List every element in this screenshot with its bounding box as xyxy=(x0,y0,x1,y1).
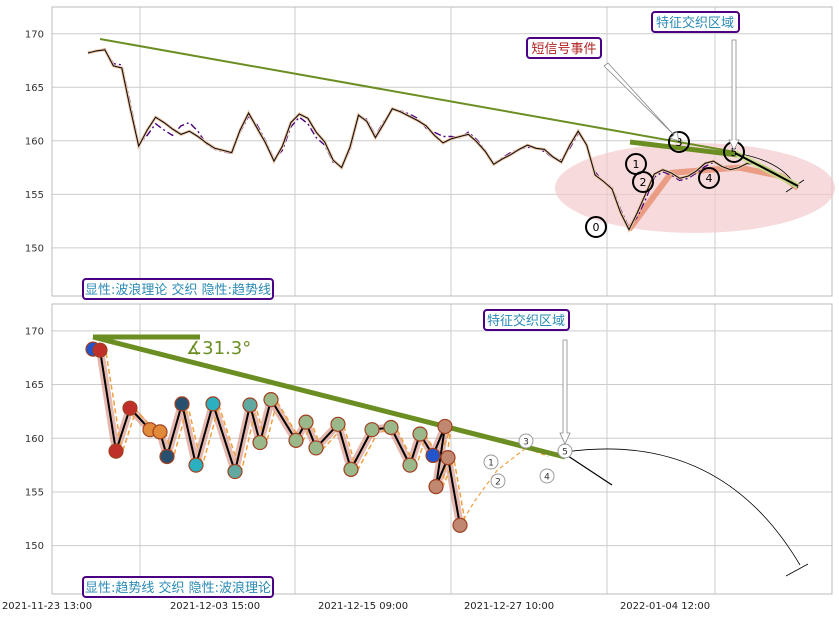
top-projection-line xyxy=(734,152,799,187)
pivot-marker xyxy=(108,443,124,459)
bottom-trend-line xyxy=(92,334,566,460)
top-y-tick-label: 160 xyxy=(25,136,44,147)
bottom-tail-line xyxy=(459,447,549,526)
wave-circle-bottom xyxy=(490,473,506,489)
bottom-caption: 显性:趋势线 交织 隐性:波浪理论 xyxy=(85,580,271,596)
interleave-label-top: 特征交织区域 xyxy=(656,15,734,31)
pivot-marker xyxy=(308,440,324,456)
pivot-marker xyxy=(437,418,453,435)
bottom-projection-line xyxy=(564,453,613,486)
wave-number-bottom: 5 xyxy=(562,448,568,458)
event-label-box xyxy=(526,37,602,59)
pivot-marker xyxy=(383,419,399,436)
pivot-marker xyxy=(425,447,441,464)
pivot-marker xyxy=(412,426,428,442)
pivot-marker xyxy=(440,449,456,466)
top-y-tick-label: 170 xyxy=(25,29,44,40)
price-line xyxy=(87,49,799,231)
pivot-marker xyxy=(452,517,468,533)
wave-number-top: 3 xyxy=(676,136,683,149)
wave-circle-top xyxy=(668,131,690,153)
pivot-marker xyxy=(428,478,444,495)
wave-circle-bottom xyxy=(518,433,534,449)
interleave-arrow-bottom xyxy=(559,339,571,445)
wave-circle-top xyxy=(632,171,654,193)
wave-circle-bottom xyxy=(539,468,555,484)
pivot-marker xyxy=(364,422,380,438)
top-caption-box xyxy=(82,278,274,300)
x-tick-label: 2021-12-27 10:00 xyxy=(464,601,554,612)
wave-circle-top xyxy=(585,216,607,238)
wave-number-bottom: 4 xyxy=(544,473,550,483)
bot-y-tick-label: 150 xyxy=(25,541,44,552)
pivot-marker xyxy=(205,396,221,412)
wave-number-top: 4 xyxy=(706,172,713,185)
x-tick-label: 2022-01-04 12:00 xyxy=(620,601,710,612)
interleave-arrow-top xyxy=(728,39,740,151)
pivot-marker xyxy=(122,400,138,416)
top-trend-line-bold xyxy=(629,139,739,158)
bot-y-tick-label: 155 xyxy=(25,487,44,498)
wave-circle-bottom xyxy=(483,454,499,470)
bot-y-tick-label: 165 xyxy=(25,380,44,391)
top-y-tick-label: 155 xyxy=(25,190,44,201)
bot-y-tick-label: 160 xyxy=(25,434,44,445)
bottom-projection-arc-cap xyxy=(785,563,809,577)
bottom-projection-arc xyxy=(564,448,801,566)
x-tick-label: 2021-12-03 15:00 xyxy=(170,601,260,612)
pivot-marker xyxy=(402,457,418,473)
top-caption: 显性:波浪理论 交织 隐性:趋势线 xyxy=(85,282,271,298)
bottom-panel: 150 155 160 165 170 2021-11-23 13:00 2021-12-… xyxy=(2,303,833,612)
bot-y-tick-label: 170 xyxy=(25,326,44,337)
wave-number-top: 2 xyxy=(640,176,647,189)
angle-label: ∡31.3° xyxy=(186,338,251,359)
pivot-marker xyxy=(159,448,175,465)
top-y-tick-label: 150 xyxy=(25,243,44,254)
top-panel: 150 155 160 165 170 0 12 3 4 5 短信号事件 特征交织区域 显性:波… xyxy=(25,6,835,300)
top-y-tick-label: 165 xyxy=(25,83,44,94)
bottom-wave-shadow xyxy=(92,345,464,526)
pivot-marker xyxy=(298,414,314,430)
event-label: 短信号事件 xyxy=(531,42,596,57)
pivot-marker xyxy=(288,432,304,449)
bottom-panel-frame xyxy=(51,303,833,595)
pivot-marker xyxy=(263,391,279,408)
event-arrow xyxy=(603,62,680,142)
wave-number-bottom: 2 xyxy=(495,478,501,488)
interleave-label-box-bottom xyxy=(483,309,570,331)
pivot-marker xyxy=(227,463,243,480)
interleave-label-box-top xyxy=(651,11,740,33)
wave-number-bottom: 1 xyxy=(488,459,494,469)
pivot-marker xyxy=(188,457,204,473)
pivot-marker xyxy=(330,416,346,432)
pivot-marker xyxy=(92,342,108,358)
top-trend-line xyxy=(99,38,736,153)
x-tick-label: 2021-12-15 09:00 xyxy=(318,601,408,612)
pivot-marker xyxy=(343,461,359,478)
pivot-marker xyxy=(152,424,168,440)
wave-number-bottom: 3 xyxy=(523,438,529,448)
top-panel-frame xyxy=(51,6,833,297)
wave-number-top: 1 xyxy=(633,158,640,171)
bottom-caption-box xyxy=(82,576,274,598)
interleave-label-bottom: 特征交织区域 xyxy=(487,313,565,329)
pivot-marker xyxy=(174,396,190,412)
wave-circle-top xyxy=(698,167,720,189)
wave-number-top: 5 xyxy=(731,146,738,159)
pivot-marker xyxy=(242,397,258,413)
x-tick-label: 2021-11-23 13:00 xyxy=(2,601,92,612)
pivot-marker xyxy=(252,434,268,451)
bottom-price-line xyxy=(92,348,461,526)
wave-number-top: 0 xyxy=(593,221,600,234)
bottom-dash-line xyxy=(98,350,467,528)
